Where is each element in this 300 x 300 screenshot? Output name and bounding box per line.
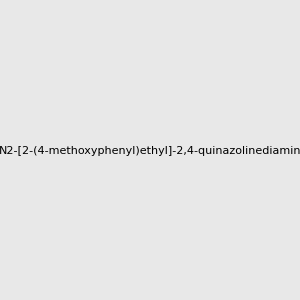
- Text: N2-[2-(4-methoxyphenyl)ethyl]-2,4-quinazolinediamine: N2-[2-(4-methoxyphenyl)ethyl]-2,4-quinaz…: [0, 146, 300, 157]
